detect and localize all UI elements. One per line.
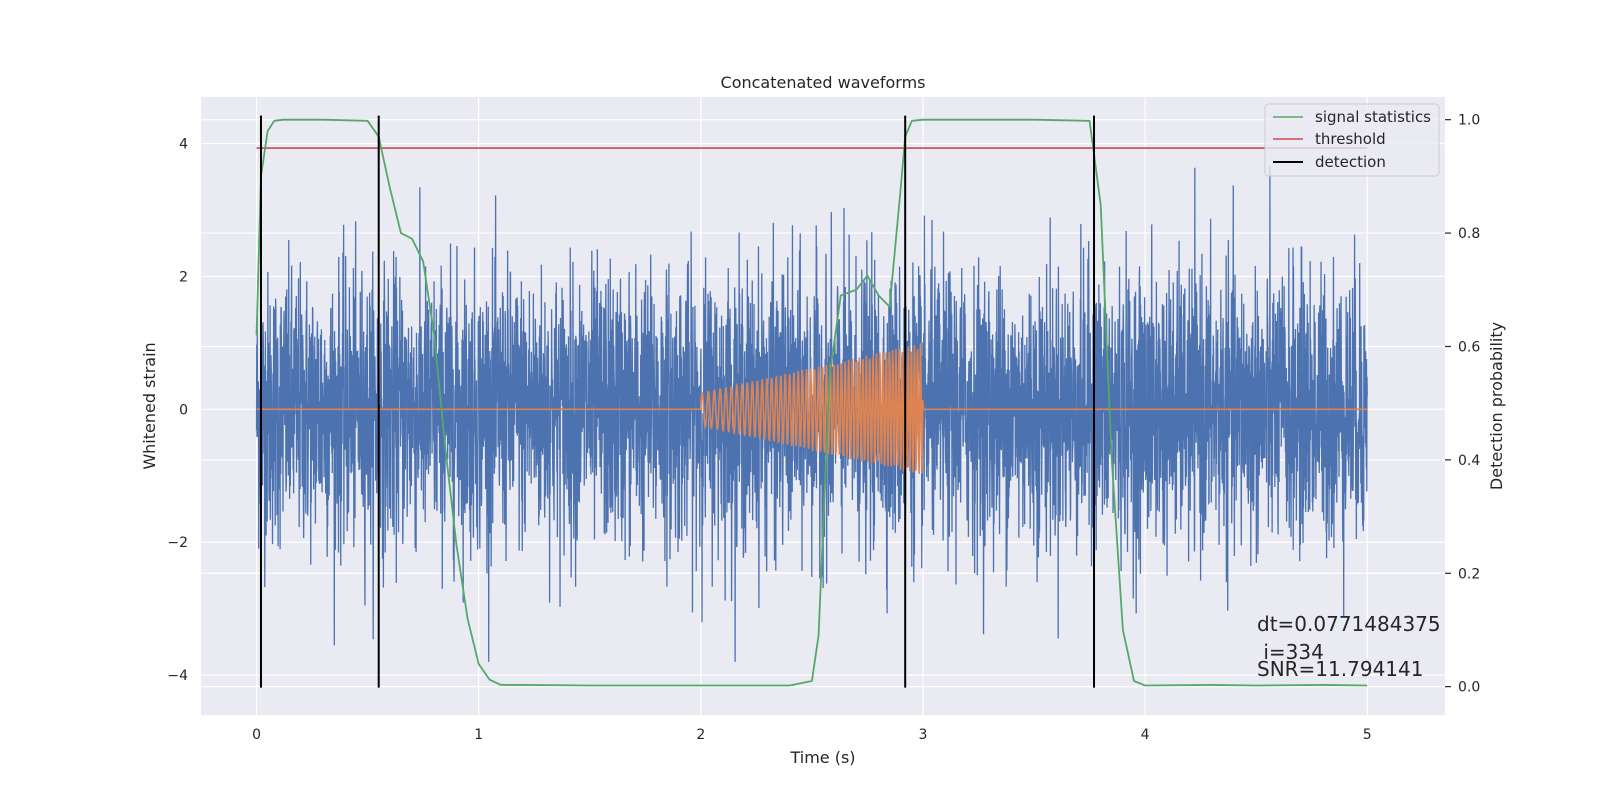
y2-tick-label: 0.2 bbox=[1458, 566, 1480, 582]
x-axis-label: Time (s) bbox=[789, 748, 855, 767]
y2-tick-label: 0.4 bbox=[1458, 453, 1480, 469]
annotation-dt: dt=0.0771484375 bbox=[1257, 612, 1441, 636]
legend-label-detection: detection bbox=[1315, 153, 1386, 171]
y-axis-label: Whitened strain bbox=[140, 342, 159, 469]
x-tick-label: 4 bbox=[1141, 727, 1150, 743]
ticks-layer: 0 1 2 3 4 5 −4 −2 0 2 4 0.0 0.2 0.4 0.6 0.8 1.0 bbox=[167, 113, 1480, 743]
series-layer bbox=[255, 115, 1368, 688]
x-tick-label: 0 bbox=[252, 727, 261, 743]
x-tick-label: 5 bbox=[1363, 727, 1372, 743]
x-tick-label: 3 bbox=[919, 727, 928, 743]
annotation-snr: SNR=11.794141 bbox=[1257, 657, 1423, 681]
y2-tick-label: 0.8 bbox=[1458, 226, 1480, 242]
x-tick-label: 2 bbox=[696, 727, 705, 743]
annotation-index: i=334 bbox=[1257, 640, 1324, 664]
y-tick-label: 0 bbox=[179, 402, 188, 418]
y2-tick-label: 0.6 bbox=[1458, 339, 1480, 355]
legend-label-signal-statistics: signal statistics bbox=[1315, 108, 1431, 126]
y-tick-label: −2 bbox=[167, 535, 188, 551]
x-tick-label: 1 bbox=[474, 727, 483, 743]
legend-box bbox=[1264, 103, 1440, 177]
y-tick-label: 4 bbox=[179, 137, 188, 153]
noise-series bbox=[255, 166, 1368, 662]
y-tick-label: −4 bbox=[167, 668, 188, 684]
y2-axis-label: Detection probability bbox=[1487, 322, 1506, 490]
legend-label-threshold: threshold bbox=[1315, 130, 1386, 148]
y2-tick-label: 0.0 bbox=[1458, 680, 1480, 696]
signal-statistics-series bbox=[255, 118, 1368, 687]
y2-tick-label: 1.0 bbox=[1458, 113, 1480, 129]
legend: signal statistics threshold detection bbox=[1264, 103, 1440, 177]
y-tick-label: 2 bbox=[179, 269, 188, 285]
chart-title: Concatenated waveforms bbox=[721, 73, 926, 92]
